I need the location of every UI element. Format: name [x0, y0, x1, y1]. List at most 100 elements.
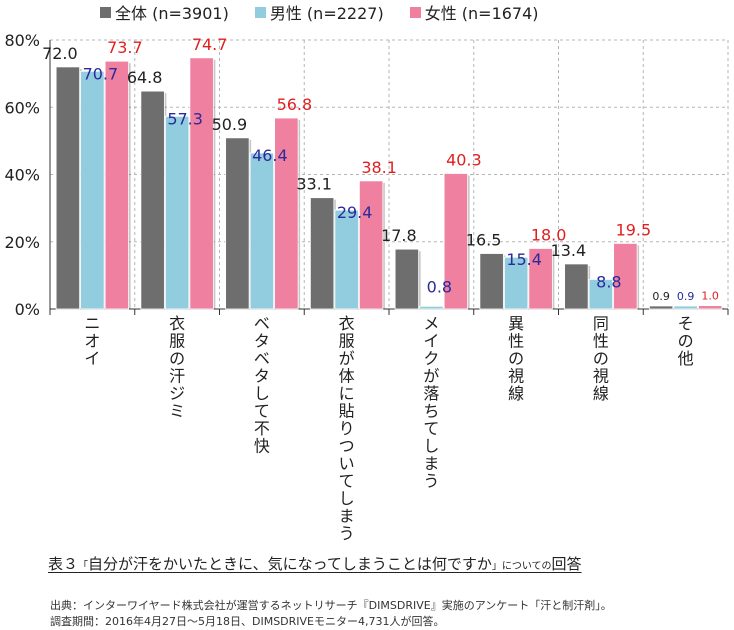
- data-label-male: 15.4: [506, 250, 542, 269]
- data-label-male: 8.8: [596, 272, 621, 291]
- x-category-label-char: 他: [678, 349, 694, 368]
- data-label-female: 56.8: [277, 95, 313, 114]
- bar-all: [55, 66, 81, 310]
- bar-female: [613, 243, 638, 310]
- x-category-label-char: ま: [339, 507, 355, 526]
- x-category-label-char: が: [423, 367, 439, 386]
- bar-male: [164, 115, 190, 310]
- bar-female: [358, 180, 384, 310]
- x-category-label-char: 異: [508, 314, 524, 333]
- bar-all: [140, 90, 165, 310]
- bar-male: [673, 305, 698, 310]
- x-category-label-char: 服: [169, 332, 185, 351]
- y-tick-label: 0%: [15, 300, 40, 319]
- bar-all: [225, 137, 250, 310]
- bar-female: [528, 248, 553, 310]
- x-category-label-char: の: [169, 349, 185, 368]
- x-category-label-char: 体: [339, 367, 355, 386]
- y-tick-label: 60%: [4, 98, 40, 117]
- caption-lead: 表３: [48, 555, 79, 573]
- data-label-all: 64.8: [127, 68, 163, 87]
- bar-male: [80, 70, 105, 310]
- data-label-female: 74.7: [192, 35, 228, 54]
- x-category-label-char: つ: [339, 437, 355, 456]
- legend-label-all: 全体 (n=3901): [115, 4, 229, 23]
- x-category-label-char: 視: [593, 367, 609, 386]
- data-label-all: 16.5: [466, 231, 502, 250]
- x-category-label-char: い: [339, 454, 355, 473]
- data-label-all: 72.0: [42, 44, 78, 63]
- caption-bracket-open: 「: [78, 561, 89, 572]
- data-label-all: 50.9: [212, 115, 248, 134]
- y-tick-label: 80%: [4, 31, 40, 50]
- bar-all: [394, 248, 420, 310]
- bar-female: [443, 173, 469, 310]
- x-category-label-char: タ: [254, 332, 270, 351]
- x-category-label-char: て: [254, 402, 270, 421]
- data-label-all: 33.1: [296, 175, 332, 194]
- x-category-label-char: 衣: [339, 314, 355, 333]
- x-category-label-char: う: [339, 524, 355, 543]
- x-category-label-char: 汗: [169, 367, 185, 386]
- x-category-label-char: 貼: [339, 402, 355, 421]
- data-label-male: 0.8: [427, 277, 452, 296]
- data-label-female: 73.7: [107, 38, 143, 57]
- legend-swatch-all: [100, 6, 111, 18]
- x-category-label-char: イ: [423, 332, 439, 351]
- bar-female: [697, 305, 723, 310]
- data-label-male: 0.9: [677, 290, 695, 303]
- x-category-label-char: 視: [508, 367, 524, 386]
- data-label-all: 13.4: [551, 241, 587, 260]
- legend-item-female: 女性 (n=1674): [409, 0, 539, 24]
- bar-all: [648, 305, 674, 310]
- legend-swatch-female: [409, 6, 421, 18]
- data-label-male: 46.4: [252, 146, 288, 165]
- x-category-label-char: 不: [254, 419, 270, 438]
- x-category-label-char: し: [254, 384, 270, 403]
- x-category-label-char: ク: [423, 349, 439, 368]
- x-category-label-char: 快: [254, 437, 270, 456]
- bar-male: [503, 256, 529, 310]
- x-category-label-char: ベ: [254, 314, 270, 333]
- x-category-label-char: 同: [593, 314, 609, 333]
- data-label-female: 38.1: [361, 158, 397, 177]
- legend-label-male: 男性 (n=2227): [269, 4, 384, 23]
- x-category-label-char: ち: [423, 402, 439, 421]
- data-label-all: 0.9: [652, 290, 670, 303]
- x-category-label-char: イ: [84, 349, 100, 368]
- x-category-label-char: の: [593, 349, 609, 368]
- x-category-label-char: ジ: [169, 384, 185, 403]
- legend-item-male: 男性 (n=2227): [254, 0, 384, 24]
- x-category-label-char: メ: [423, 314, 439, 333]
- chart-caption: 表３「自分が汗をかいたときに、気になってしまうことは何ですか」についての回答: [48, 553, 582, 574]
- data-label-male: 70.7: [83, 64, 119, 83]
- data-label-female: 18.0: [531, 225, 567, 244]
- data-label-male: 57.3: [167, 109, 203, 128]
- x-category-label-char: 線: [593, 384, 609, 403]
- x-category-label-char: ニ: [84, 314, 100, 333]
- legend-item-all: 全体 (n=3901): [100, 0, 229, 24]
- bar-all: [479, 253, 504, 310]
- x-category-label-char: し: [423, 437, 439, 456]
- bar-female: [189, 57, 214, 310]
- caption-bracket-close: 」: [491, 561, 502, 572]
- x-category-label-char: そ: [678, 314, 694, 333]
- x-category-label-char: 衣: [169, 314, 185, 333]
- x-category-label-char: が: [339, 349, 355, 368]
- legend-label-female: 女性 (n=1674): [424, 4, 539, 23]
- x-category-label-char: タ: [254, 367, 270, 386]
- legend-swatch-male: [254, 6, 266, 18]
- x-category-label-char: 性: [508, 332, 524, 351]
- source-line-1: 出典：インターワイヤード株式会社が運営するネットリサーチ『DIMSDRIVE』実…: [50, 599, 612, 612]
- x-category-label-char: ま: [423, 454, 439, 473]
- bar-male: [249, 152, 275, 310]
- bar-all: [309, 197, 335, 310]
- x-category-label-char: 線: [508, 384, 524, 403]
- bar-female: [104, 60, 130, 310]
- data-label-female: 1.0: [701, 290, 719, 303]
- x-category-label-char: て: [339, 472, 355, 491]
- data-label-male: 29.4: [337, 203, 373, 222]
- y-tick-label: 20%: [4, 233, 40, 252]
- x-category-label-char: ベ: [254, 349, 270, 368]
